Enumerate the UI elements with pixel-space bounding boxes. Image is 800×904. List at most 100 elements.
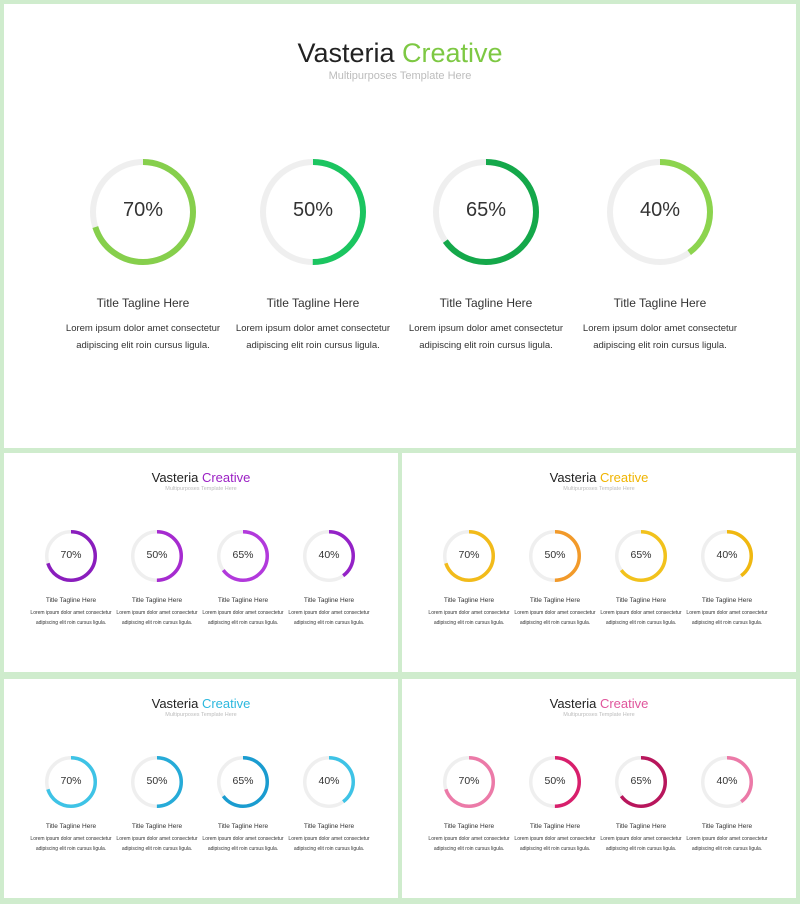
ring-graphic: [303, 756, 355, 808]
slide-title: Vasteria Creative: [402, 470, 796, 485]
slide-title: Vasteria Creative: [4, 470, 398, 485]
progress-item: 70% Title Tagline Here Lorem ipsum dolor…: [426, 755, 512, 854]
slide-subtitle: Multipurposes Template Here: [563, 486, 635, 492]
ring-progress-arc: [131, 530, 183, 582]
progress-ring: 50%: [528, 529, 582, 583]
ring-progress-arc: [607, 159, 713, 265]
ring-graphic: [607, 159, 713, 265]
item-description: Lorem ipsum dolor amet consectetur adipi…: [30, 836, 112, 852]
ring-progress-arc: [615, 756, 667, 808]
ring-progress-arc: [303, 756, 355, 808]
ring-progress-arc: [443, 756, 495, 808]
item-description: Lorem ipsum dolor amet consectetur adipi…: [514, 836, 596, 852]
ring-progress-arc: [217, 756, 269, 808]
ring-progress-arc: [443, 530, 495, 582]
title-accent: Creative: [599, 470, 649, 485]
item-description: Lorem ipsum dolor amet consectetur adipi…: [65, 323, 221, 351]
ring-graphic: [217, 756, 269, 808]
ring-progress-arc: [701, 756, 753, 808]
item-caption: Title Tagline Here: [529, 597, 581, 604]
ring-progress-arc: [45, 530, 97, 582]
ring-graphic: [529, 756, 581, 808]
percent-label: 50%: [146, 775, 168, 787]
ring-graphic: [701, 756, 753, 808]
ring-graphic: [303, 530, 355, 582]
ring-graphic: [217, 530, 269, 582]
ring-graphic: [615, 756, 667, 808]
percent-label: 50%: [146, 549, 168, 561]
progress-item: 65% Title Tagline Here Lorem ipsum dolor…: [200, 755, 286, 854]
slide-cyan: Vasteria Creative Multipurposes Template…: [4, 679, 398, 898]
item-caption: Title Tagline Here: [131, 597, 183, 604]
ring-graphic: [529, 530, 581, 582]
ring-progress-arc: [90, 159, 196, 265]
item-caption: Title Tagline Here: [615, 823, 667, 830]
percent-label: 65%: [232, 775, 254, 787]
progress-ring: 65%: [614, 529, 668, 583]
ring-graphic: [90, 159, 196, 265]
progress-ring: 40%: [700, 755, 754, 809]
progress-ring: 50%: [130, 755, 184, 809]
ring-graphic: [701, 530, 753, 582]
slide-subtitle: Multipurposes Template Here: [165, 712, 237, 718]
percent-label: 70%: [60, 775, 82, 787]
ring-progress-arc: [529, 530, 581, 582]
slide-subtitle: Multipurposes Template Here: [563, 712, 635, 718]
title-main: Vasteria: [151, 696, 199, 711]
percent-label: 50%: [292, 199, 334, 221]
ring-graphic: [45, 756, 97, 808]
progress-ring: 40%: [700, 529, 754, 583]
ring-progress-arc: [303, 530, 355, 582]
slide-pink: Vasteria Creative Multipurposes Template…: [402, 679, 796, 898]
ring-graphic: [433, 159, 539, 265]
progress-item: 40% Title Tagline Here Lorem ipsum dolor…: [684, 529, 770, 628]
percent-label: 65%: [630, 549, 652, 561]
progress-ring: 65%: [216, 529, 270, 583]
ring-graphic: [260, 159, 366, 265]
item-description: Lorem ipsum dolor amet consectetur adipi…: [428, 610, 510, 626]
ring-graphic: [443, 756, 495, 808]
title-main: Vasteria: [151, 470, 199, 485]
slide-title: Vasteria Creative: [4, 38, 796, 69]
ring-progress-arc: [45, 756, 97, 808]
item-description: Lorem ipsum dolor amet consectetur adipi…: [408, 323, 564, 351]
title-accent: Creative: [402, 38, 503, 68]
percent-label: 65%: [465, 199, 507, 221]
progress-item: 65% Title Tagline Here Lorem ipsum dolor…: [398, 158, 574, 354]
progress-item: 40% Title Tagline Here Lorem ipsum dolor…: [684, 755, 770, 854]
ring-graphic: [131, 756, 183, 808]
ring-graphic: [45, 530, 97, 582]
item-caption: Title Tagline Here: [217, 823, 269, 830]
progress-item: 50% Title Tagline Here Lorem ipsum dolor…: [512, 755, 598, 854]
item-caption: Title Tagline Here: [217, 597, 269, 604]
item-description: Lorem ipsum dolor amet consectetur adipi…: [288, 836, 370, 852]
item-caption: Title Tagline Here: [701, 597, 753, 604]
item-caption: Title Tagline Here: [443, 597, 495, 604]
percent-label: 40%: [318, 549, 340, 561]
progress-ring: 65%: [216, 755, 270, 809]
percent-label: 50%: [544, 775, 566, 787]
progress-item: 65% Title Tagline Here Lorem ipsum dolor…: [598, 755, 684, 854]
ring-progress-arc: [131, 756, 183, 808]
progress-ring: 70%: [442, 755, 496, 809]
title-main: Vasteria: [549, 470, 597, 485]
item-caption: Title Tagline Here: [443, 823, 495, 830]
slide-title: Vasteria Creative: [4, 696, 398, 711]
percent-label: 50%: [544, 549, 566, 561]
item-caption: Title Tagline Here: [45, 823, 97, 830]
item-caption: Title Tagline Here: [701, 823, 753, 830]
progress-item: 65% Title Tagline Here Lorem ipsum dolor…: [598, 529, 684, 628]
item-caption: Title Tagline Here: [303, 597, 355, 604]
percent-label: 40%: [639, 199, 681, 221]
item-description: Lorem ipsum dolor amet consectetur adipi…: [235, 323, 391, 351]
ring-graphic: [131, 530, 183, 582]
percent-label: 70%: [458, 549, 480, 561]
title-main: Vasteria: [297, 38, 395, 68]
percent-label: 40%: [318, 775, 340, 787]
item-description: Lorem ipsum dolor amet consectetur adipi…: [686, 610, 768, 626]
item-caption: Title Tagline Here: [529, 823, 581, 830]
progress-ring: 65%: [432, 158, 540, 266]
percent-label: 70%: [458, 775, 480, 787]
item-description: Lorem ipsum dolor amet consectetur adipi…: [116, 836, 198, 852]
slide-subtitle: Multipurposes Template Here: [165, 486, 237, 492]
